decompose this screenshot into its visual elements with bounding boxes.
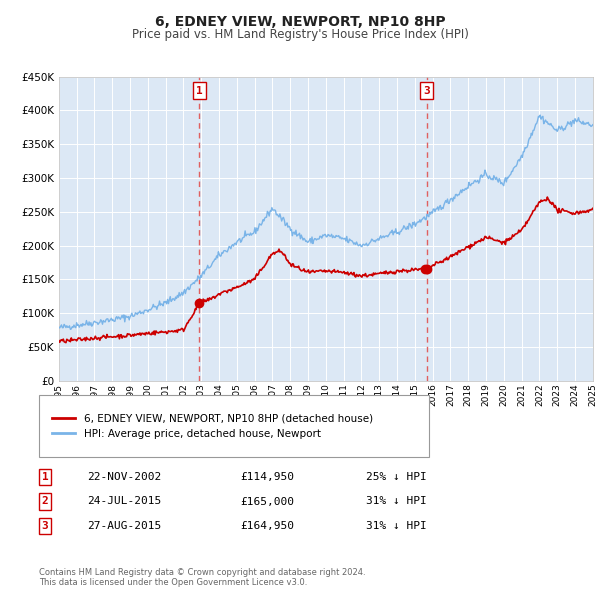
Text: 27-AUG-2015: 27-AUG-2015: [87, 522, 161, 531]
Text: 3: 3: [41, 522, 49, 531]
Text: 6, EDNEY VIEW, NEWPORT, NP10 8HP: 6, EDNEY VIEW, NEWPORT, NP10 8HP: [155, 15, 445, 29]
Text: 1: 1: [41, 472, 49, 481]
Text: Contains HM Land Registry data © Crown copyright and database right 2024.
This d: Contains HM Land Registry data © Crown c…: [39, 568, 365, 587]
Text: Price paid vs. HM Land Registry's House Price Index (HPI): Price paid vs. HM Land Registry's House …: [131, 28, 469, 41]
Text: £114,950: £114,950: [240, 472, 294, 481]
Legend: 6, EDNEY VIEW, NEWPORT, NP10 8HP (detached house), HPI: Average price, detached : 6, EDNEY VIEW, NEWPORT, NP10 8HP (detach…: [48, 409, 377, 443]
Text: 22-NOV-2002: 22-NOV-2002: [87, 472, 161, 481]
Text: 1: 1: [196, 86, 203, 96]
Text: 25% ↓ HPI: 25% ↓ HPI: [366, 472, 427, 481]
Text: £164,950: £164,950: [240, 522, 294, 531]
Text: £165,000: £165,000: [240, 497, 294, 506]
Text: 31% ↓ HPI: 31% ↓ HPI: [366, 522, 427, 531]
FancyBboxPatch shape: [39, 395, 429, 457]
Text: 24-JUL-2015: 24-JUL-2015: [87, 497, 161, 506]
Text: 31% ↓ HPI: 31% ↓ HPI: [366, 497, 427, 506]
Text: 3: 3: [423, 86, 430, 96]
Text: 2: 2: [41, 497, 49, 506]
